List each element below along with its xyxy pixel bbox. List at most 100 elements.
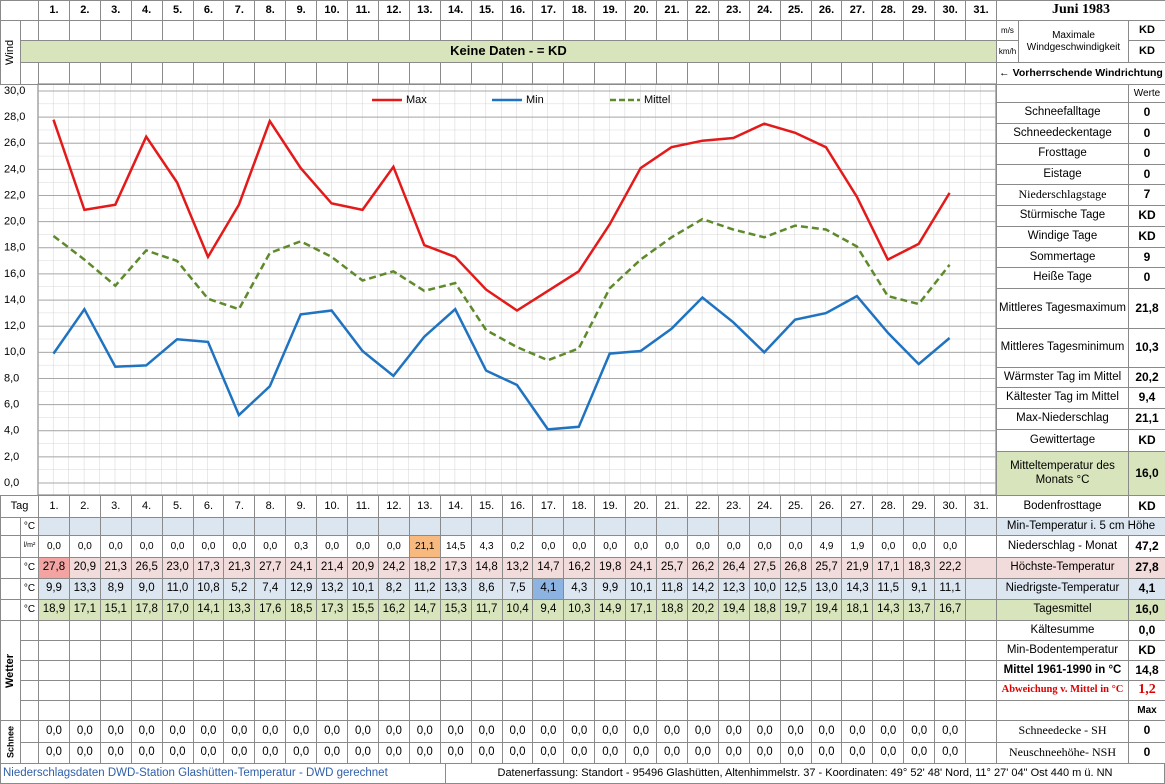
value-cell: 0,0 <box>254 535 287 558</box>
empty-cell <box>99 517 132 536</box>
y-tick-label: 30,0 <box>4 85 25 97</box>
day-header: 7. <box>223 0 256 21</box>
wetter-cell <box>347 680 379 701</box>
legend-label: Max <box>406 94 427 106</box>
snow-cell: 0,0 <box>810 741 843 764</box>
value-cell: 14,3 <box>872 599 905 621</box>
wetter-cell <box>223 640 256 661</box>
value-cell: 14,3 <box>841 578 874 600</box>
empty-cell <box>38 517 70 536</box>
wetter-cell <box>934 620 967 641</box>
value-cell: 0,0 <box>192 535 225 558</box>
wind-cell <box>563 62 596 85</box>
day-header: 2. <box>68 0 101 21</box>
snow-cell: 0,0 <box>408 741 441 764</box>
wetter-cell <box>223 660 256 681</box>
wetter-cell <box>717 620 750 641</box>
empty-cell <box>377 517 410 536</box>
summary-value: KD <box>1128 640 1165 661</box>
value-cell: 0,0 <box>99 535 132 558</box>
value-cell: 9,4 <box>532 599 565 621</box>
row-blank <box>0 599 21 621</box>
value-cell: 8,9 <box>99 578 132 600</box>
y-tick-label: 0,0 <box>4 477 19 489</box>
day-label: 23. <box>717 495 750 518</box>
snow-unit <box>20 741 39 764</box>
value-cell: 19,4 <box>717 599 750 621</box>
value-cell: 10,4 <box>501 599 534 621</box>
snow-cell: 0,0 <box>316 720 349 743</box>
value-cell: 17,3 <box>316 599 349 621</box>
value-cell: 0,2 <box>501 535 534 558</box>
snow-cell: 0,0 <box>841 741 874 764</box>
day-label: 27. <box>841 495 874 518</box>
summary-blank <box>996 700 1129 721</box>
stats-label: Frosttage <box>996 143 1129 165</box>
value-cell: 24,2 <box>377 557 410 579</box>
wetter-unit <box>20 620 39 641</box>
value-cell: 18,2 <box>408 557 441 579</box>
summary-label: Abweichung v. Mittel in °C <box>996 680 1129 701</box>
value-cell: 9,1 <box>903 578 936 600</box>
value-cell: 20,9 <box>347 557 379 579</box>
wetter-cell <box>594 660 627 681</box>
wetter-cell <box>594 620 627 641</box>
wetter-cell <box>377 640 410 661</box>
stats-value: 9 <box>1128 247 1165 268</box>
y-tick-label: 2,0 <box>4 451 19 463</box>
day-label: 19. <box>594 495 627 518</box>
wind-cell <box>532 20 565 41</box>
series-line <box>52 118 951 312</box>
day-label: 30. <box>934 495 967 518</box>
wetter-cell <box>965 700 997 721</box>
wind-cell <box>686 20 719 41</box>
wetter-cell <box>285 640 318 661</box>
wetter-cell <box>161 660 194 681</box>
summary-value: 47,2 <box>1128 535 1165 558</box>
footer-left: Niederschlagsdaten DWD-Station Glashütte… <box>0 763 446 784</box>
value-cell: 11,7 <box>470 599 503 621</box>
empty-cell <box>223 517 256 536</box>
value-cell: 0,0 <box>130 535 163 558</box>
stats-value: 0 <box>1128 123 1165 144</box>
wetter-cell <box>532 660 565 681</box>
stats-blank <box>996 84 1129 103</box>
snow-cell: 0,0 <box>656 741 688 764</box>
wetter-cell <box>316 680 349 701</box>
snow-cell: 0,0 <box>686 720 719 743</box>
wetter-cell <box>779 680 812 701</box>
wetter-cell <box>161 620 194 641</box>
row-unit: °C <box>20 557 39 579</box>
value-cell: 0,0 <box>903 535 936 558</box>
snow-cell: 0,0 <box>439 741 472 764</box>
wetter-cell <box>254 700 287 721</box>
stats-label: Mittleres Tagesmaximum <box>996 288 1129 329</box>
value-cell: 24,1 <box>285 557 318 579</box>
value-cell: 17,0 <box>161 599 194 621</box>
day-label: 6. <box>192 495 225 518</box>
wind-cell <box>223 62 256 85</box>
wind-cell <box>38 62 70 85</box>
day-label: 13. <box>408 495 441 518</box>
wind-cell <box>563 20 596 41</box>
wetter-unit <box>20 660 39 681</box>
value-cell: 1,9 <box>841 535 874 558</box>
wetter-cell <box>965 660 997 681</box>
day-header: 9. <box>285 0 318 21</box>
value-cell: 18,8 <box>656 599 688 621</box>
empty-cell <box>192 517 225 536</box>
value-cell: 10,0 <box>748 578 781 600</box>
day-label: 11. <box>347 495 379 518</box>
value-cell: 14,9 <box>594 599 627 621</box>
wind-unit: m/s <box>996 20 1019 41</box>
value-cell: 0,3 <box>285 535 318 558</box>
empty-cell <box>532 517 565 536</box>
day-header: 5. <box>161 0 194 21</box>
stats-label: Gewittertage <box>996 429 1129 452</box>
value-cell: 26,4 <box>717 557 750 579</box>
summary-label: Min-Bodentemperatur <box>996 640 1129 661</box>
value-cell: 20,9 <box>68 557 101 579</box>
wetter-cell <box>130 640 163 661</box>
empty-cell <box>347 517 379 536</box>
stats-value: 7 <box>1128 184 1165 206</box>
